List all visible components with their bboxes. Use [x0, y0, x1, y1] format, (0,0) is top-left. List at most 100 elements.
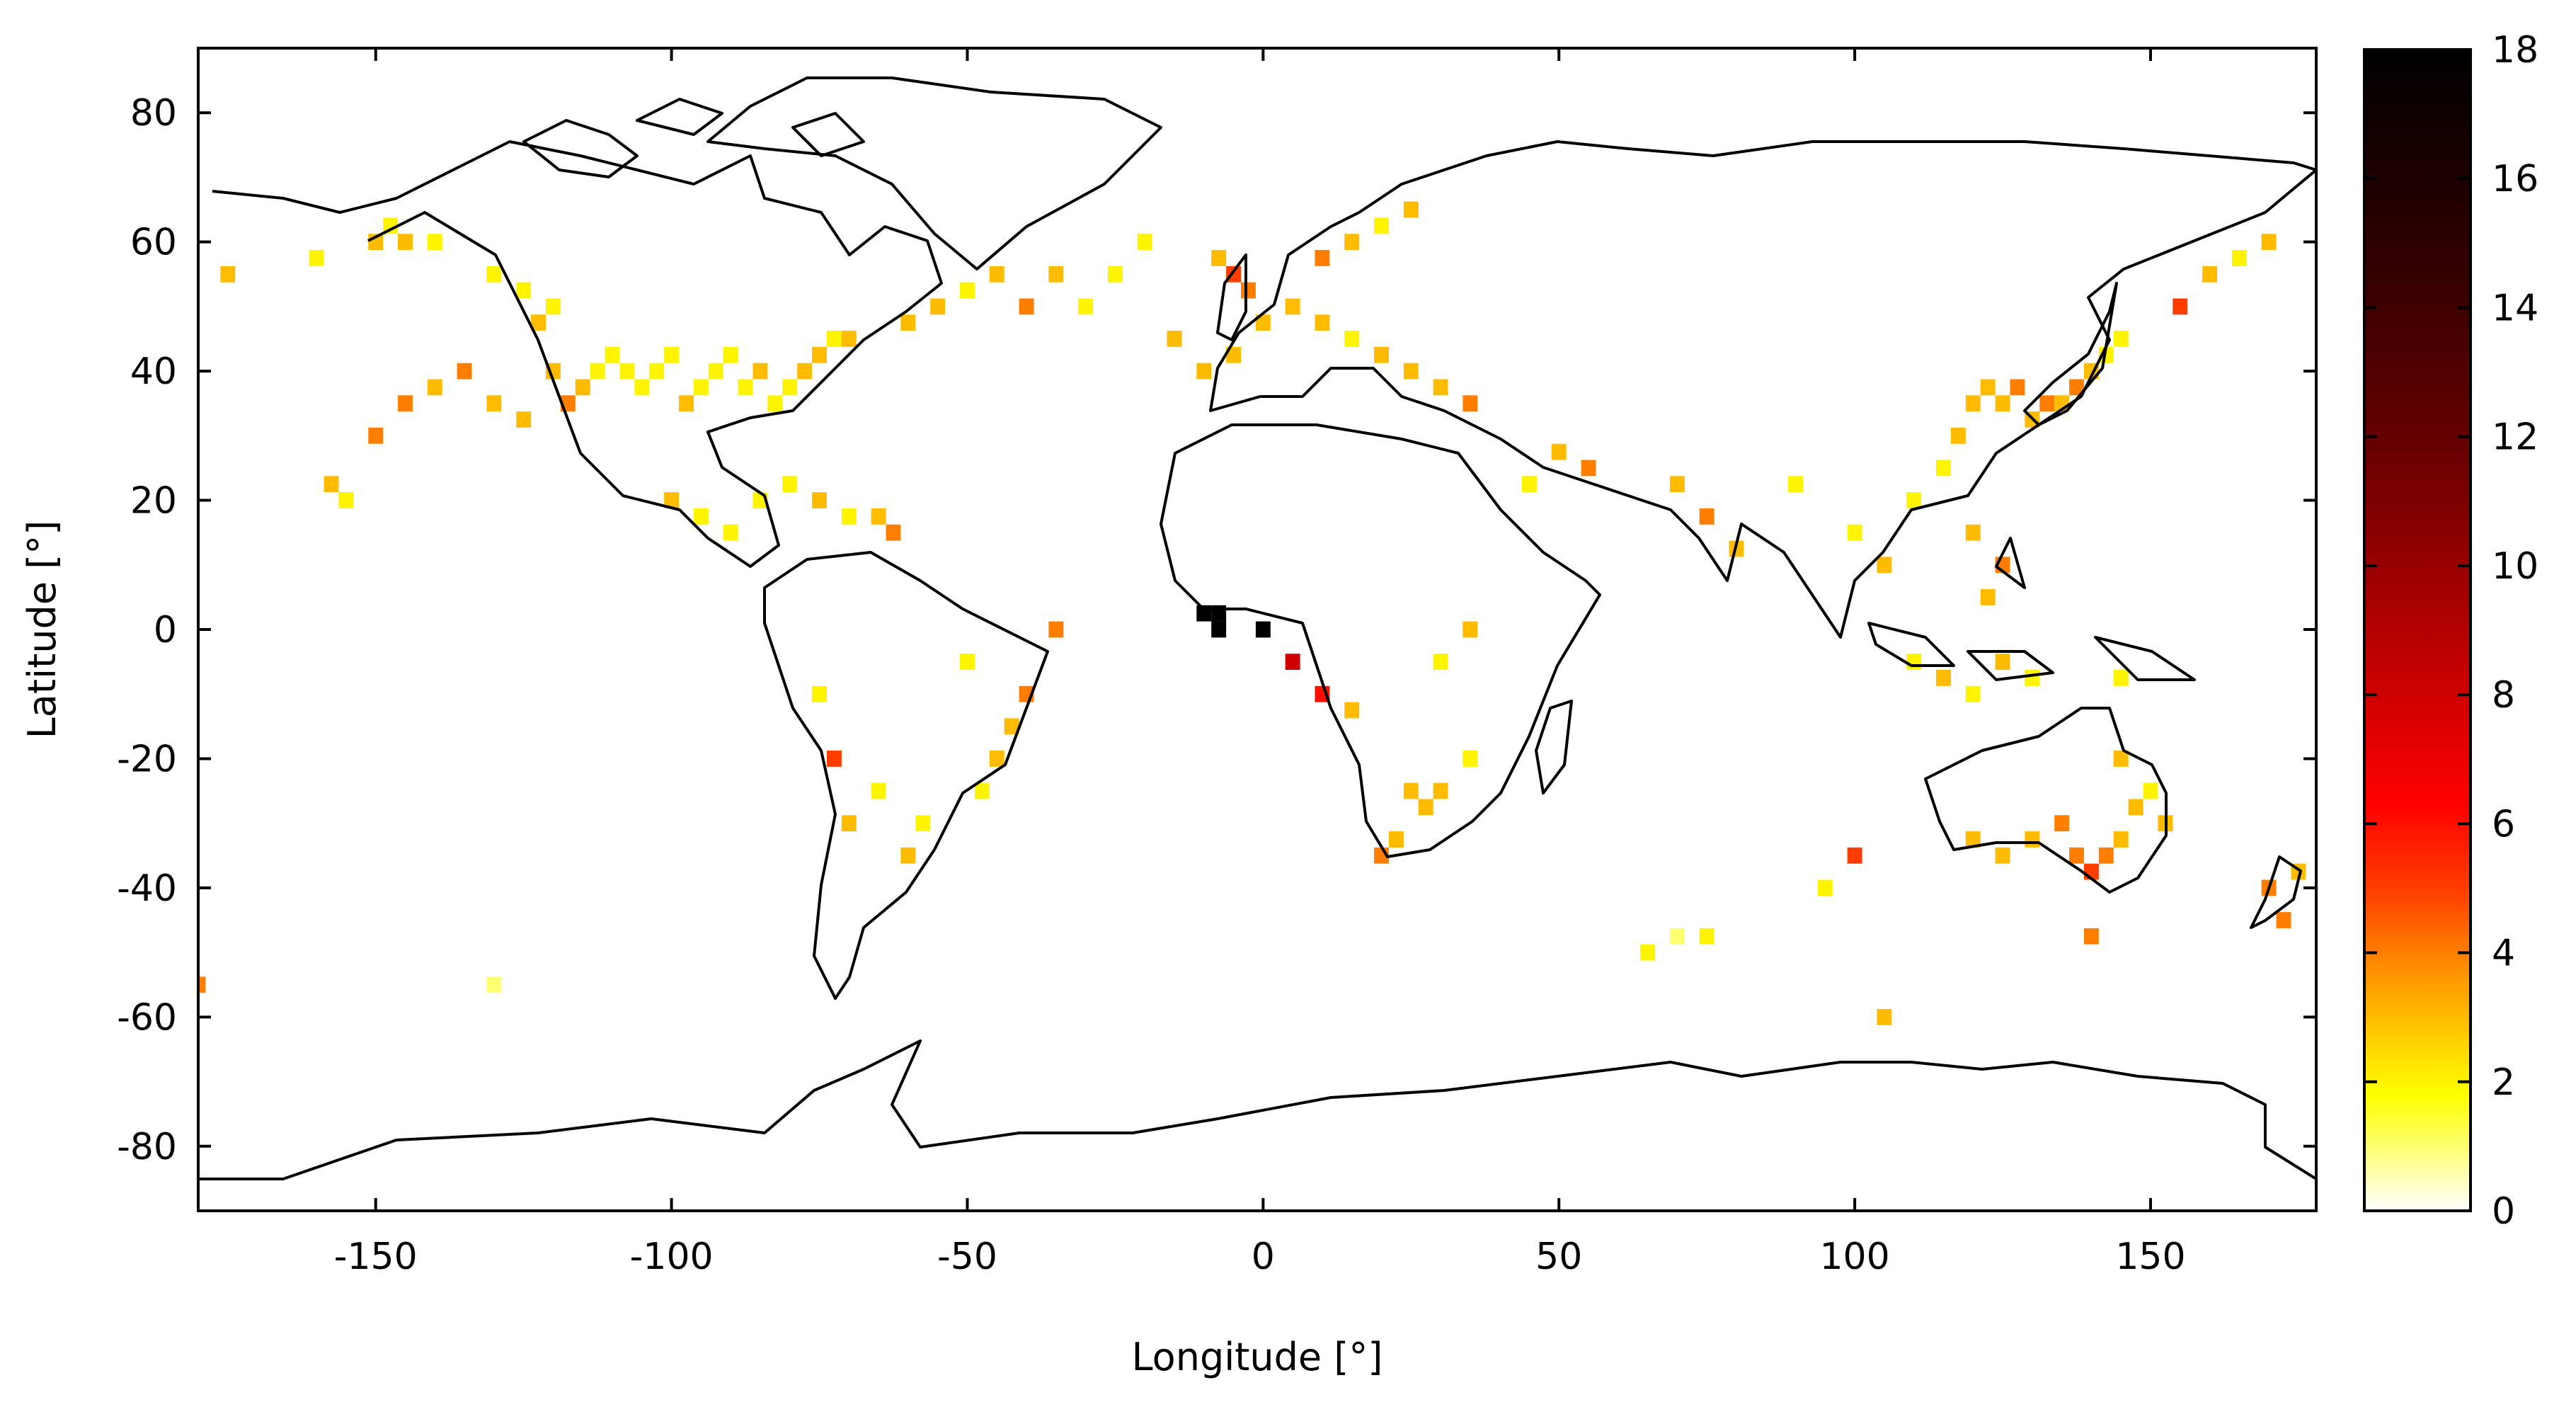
y-axis-title: Latitude [°] — [20, 520, 64, 739]
colorbar-tick-label: 2 — [2492, 1061, 2515, 1104]
heatmap-cell — [605, 346, 620, 363]
heatmap-cell — [383, 217, 399, 234]
coastline-uk — [1216, 253, 1247, 341]
heatmap-cell — [1374, 346, 1389, 363]
colorbar-tick-label: 18 — [2492, 29, 2538, 72]
heatmap-cell — [324, 476, 339, 493]
coastline-eurasia — [1209, 140, 2316, 639]
heatmap-cell — [1788, 476, 1803, 493]
heatmap-cell — [1285, 654, 1300, 671]
heatmap-cell — [398, 234, 413, 251]
heatmap-cell — [1255, 621, 1271, 638]
heatmap-cell — [871, 508, 886, 525]
heatmap-cells — [198, 201, 2306, 1025]
heatmap-cell — [1167, 331, 1182, 347]
heatmap-cell — [2113, 751, 2129, 767]
colorbar — [2363, 48, 2472, 1212]
heatmap-cell — [1847, 847, 1862, 864]
heatmap-cell — [1344, 331, 1360, 347]
heatmap-cell — [1107, 266, 1123, 283]
heatmap-cell — [841, 508, 857, 525]
heatmap-cell — [1847, 524, 1862, 541]
heatmap-cell — [1403, 363, 1419, 380]
heatmap-cell — [590, 363, 605, 380]
heatmap-cell — [198, 976, 206, 993]
heatmap-cell — [1226, 346, 1242, 363]
heatmap-cell — [1669, 476, 1685, 493]
heatmap-cell — [2113, 670, 2129, 686]
heatmap-cell — [738, 379, 753, 396]
coastline-arctic-islands — [522, 98, 865, 178]
heatmap-cell — [1285, 298, 1300, 315]
heatmap-cell — [1403, 782, 1419, 799]
heatmap-cell — [2113, 831, 2129, 848]
heatmap-cell — [486, 395, 502, 412]
heatmap-cell — [1965, 831, 1981, 848]
heatmap-cell — [1433, 379, 1448, 396]
heatmap-cell — [516, 411, 532, 428]
colorbar-tick-label: 16 — [2492, 158, 2538, 200]
heatmap-cell — [1877, 557, 1892, 574]
coastline-madagascar — [1535, 700, 1573, 794]
heatmap-cell — [1344, 234, 1360, 251]
y-tick-label: 80 — [130, 92, 177, 135]
heatmap-cell — [989, 751, 1004, 767]
coastline-indonesia — [1867, 537, 2196, 681]
heatmap-cell — [1433, 654, 1448, 671]
heatmap-cell — [812, 346, 827, 363]
y-tick-label: -20 — [117, 738, 177, 780]
heatmap-cell — [575, 379, 590, 396]
x-tick-label: 150 — [2115, 1236, 2185, 1278]
heatmap-cell — [886, 524, 901, 541]
heatmap-cell — [1344, 702, 1360, 719]
heatmap-cell — [546, 298, 561, 315]
heatmap-cell — [2128, 799, 2143, 816]
x-tick-label: -150 — [334, 1236, 418, 1278]
y-tick-label: 40 — [130, 350, 177, 393]
heatmap-cell — [1980, 379, 1996, 396]
heatmap-cell — [2039, 395, 2055, 412]
heatmap-cell — [2261, 234, 2277, 251]
heatmap-cell — [427, 379, 442, 396]
heatmap-cell — [1418, 799, 1433, 816]
heatmap-cell — [900, 847, 916, 864]
heatmap-cell — [1995, 654, 2010, 671]
heatmap-cell — [812, 492, 827, 508]
heatmap-cell — [679, 395, 694, 412]
heatmap-cell — [841, 815, 857, 832]
heatmap-cell — [1965, 524, 1981, 541]
heatmap-cell — [1137, 234, 1152, 251]
heatmap-cell — [1906, 654, 1922, 671]
heatmap-cell — [1965, 395, 1981, 412]
x-tick-label: -50 — [937, 1236, 997, 1278]
heatmap-cell — [812, 685, 827, 702]
coastline-japan — [2023, 282, 2118, 426]
heatmap-cell — [2069, 847, 2084, 864]
heatmap-cell — [1315, 250, 1330, 266]
x-axis-title: Longitude [°] — [1132, 1335, 1383, 1379]
heatmap-cell — [1640, 944, 1656, 961]
heatmap-cell — [1995, 395, 2010, 412]
heatmap-cell — [486, 976, 502, 993]
heatmap-cell — [1936, 670, 1951, 686]
heatmap-cell — [1078, 298, 1094, 315]
heatmap-cell — [1004, 718, 1019, 735]
heatmap-cell — [826, 331, 842, 347]
heatmap-cell — [1995, 847, 2010, 864]
heatmap-cell — [1936, 460, 1951, 477]
colorbar-tick-label: 14 — [2492, 287, 2538, 329]
heatmap-cell — [1241, 282, 1256, 299]
heatmap-cell — [368, 427, 384, 444]
world-coastlines — [198, 76, 2316, 1180]
heatmap-cell — [1669, 928, 1685, 945]
heatmap-cell — [2231, 250, 2247, 266]
heatmap-cell — [900, 314, 916, 331]
x-tick-label: -100 — [630, 1236, 714, 1278]
heatmap-cell — [1522, 476, 1537, 493]
heatmap-cell — [871, 782, 886, 799]
y-tick-label: 0 — [154, 609, 177, 651]
heatmap-cell — [1581, 460, 1596, 477]
heatmap-cell — [1462, 751, 1478, 767]
colorbar-tick-label: 0 — [2492, 1190, 2515, 1233]
